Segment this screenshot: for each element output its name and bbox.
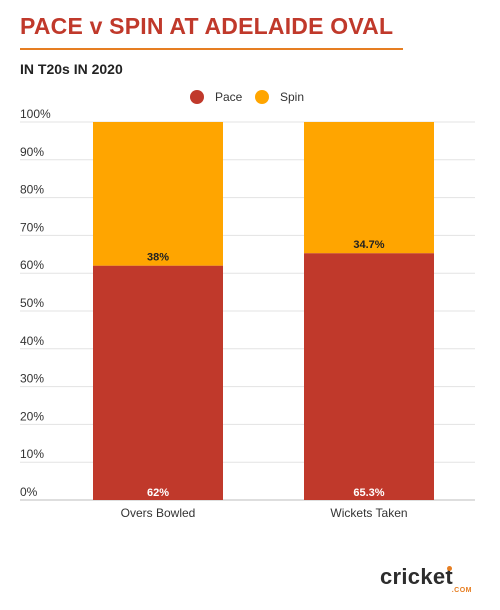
y-tick-label: 100% bbox=[20, 107, 51, 121]
y-tick-label: 60% bbox=[20, 258, 44, 272]
data-label: 38% bbox=[147, 252, 169, 264]
title-underline bbox=[20, 48, 403, 50]
legend: Pace Spin bbox=[190, 90, 304, 104]
bar-pace-1 bbox=[93, 265, 223, 500]
x-axis-ticks: Overs Bowled Wickets Taken bbox=[121, 506, 408, 520]
chart-subtitle: IN T20s IN 2020 bbox=[20, 61, 123, 77]
bar-pace-2 bbox=[304, 253, 434, 500]
x-tick-label: Overs Bowled bbox=[121, 506, 196, 520]
y-tick-label: 70% bbox=[20, 220, 44, 234]
logo-suffix: .COM bbox=[451, 587, 472, 594]
y-tick-label: 20% bbox=[20, 409, 44, 423]
y-axis-ticks: 0% 10% 20% 30% 40% 50% 60% 70% 80% 90% 100% bbox=[20, 107, 51, 499]
legend-swatch-spin bbox=[255, 90, 269, 104]
y-tick-label: 50% bbox=[20, 296, 44, 310]
cricket-com-logo: cricket .COM bbox=[380, 566, 472, 596]
bar-spin-1 bbox=[93, 122, 223, 266]
data-label: 34.7% bbox=[353, 239, 384, 251]
legend-label: Pace bbox=[215, 90, 243, 104]
legend-swatch-pace bbox=[190, 90, 204, 104]
bar-spin-2 bbox=[304, 122, 434, 254]
x-tick-label: Wickets Taken bbox=[330, 506, 407, 520]
y-tick-label: 10% bbox=[20, 447, 44, 461]
data-label: 65.3% bbox=[353, 487, 384, 499]
y-tick-label: 80% bbox=[20, 183, 44, 197]
stacked-bar-chart: 0% 10% 20% 30% 40% 50% 60% 70% 80% 90% 100% 62% 38%… bbox=[20, 90, 475, 520]
y-tick-label: 0% bbox=[20, 485, 38, 499]
data-labels: 62% 38% 65.3% 34.7% bbox=[147, 239, 385, 499]
chart-title: PACE v SPIN AT ADELAIDE OVAL bbox=[20, 13, 394, 39]
legend-label: Spin bbox=[280, 90, 304, 104]
y-tick-label: 40% bbox=[20, 334, 44, 348]
y-tick-label: 90% bbox=[20, 145, 44, 159]
logo-dot-icon bbox=[447, 566, 452, 571]
data-label: 62% bbox=[147, 487, 169, 499]
y-tick-label: 30% bbox=[20, 372, 44, 386]
bars bbox=[93, 122, 434, 500]
logo-wordmark: cricket bbox=[380, 564, 454, 589]
